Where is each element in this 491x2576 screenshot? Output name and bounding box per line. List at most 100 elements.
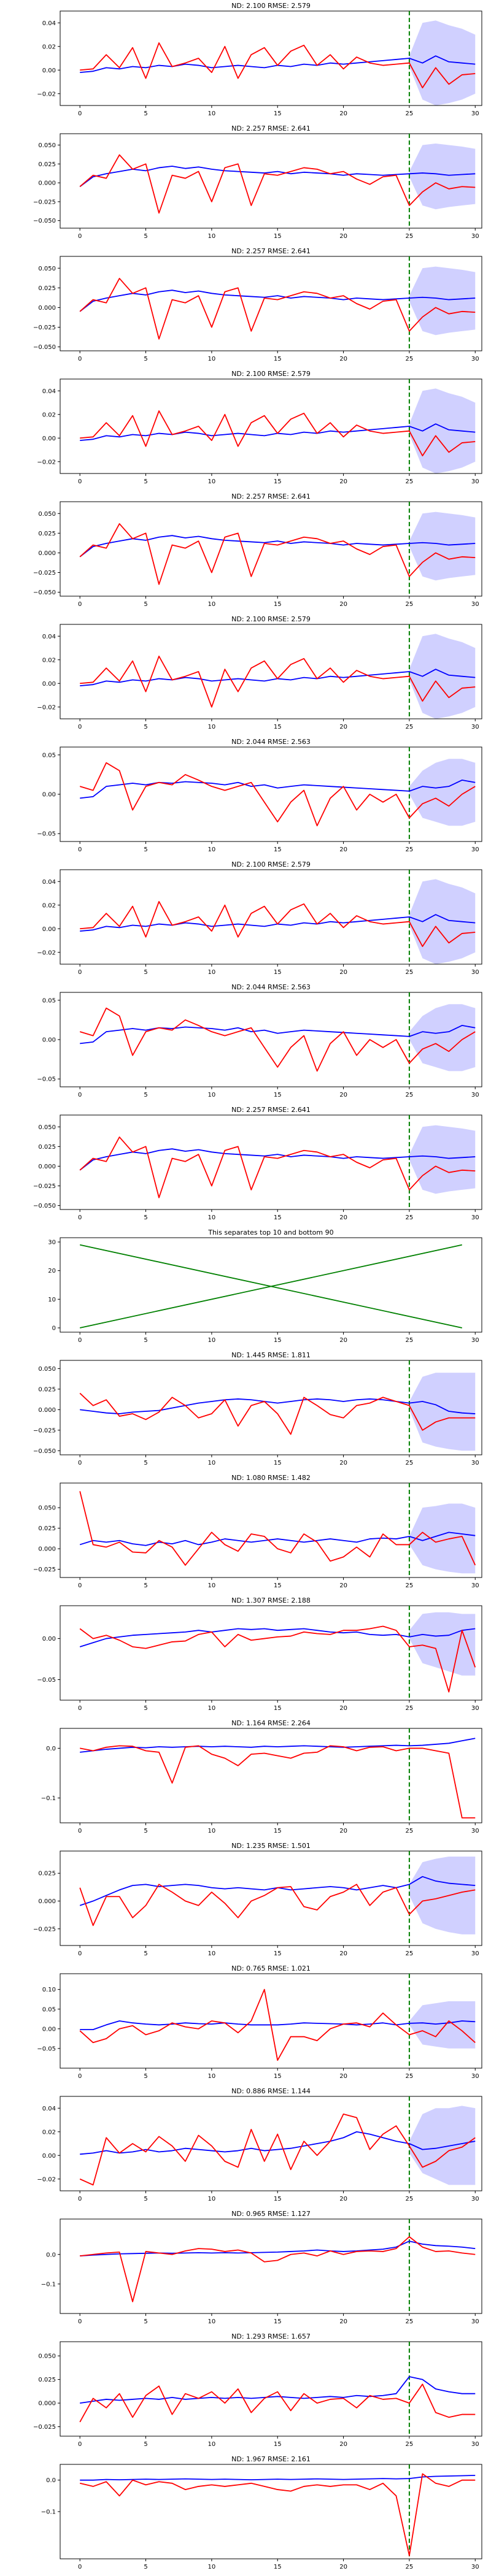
chart-panel-9: ND: 2.044 RMSE: 2.563 0 5 10 15 20 25 30 0.05 0.0…	[37, 983, 482, 1098]
x-tick-label: 25	[406, 1214, 414, 1221]
plot-frame	[60, 1360, 482, 1455]
x-tick-label: 10	[208, 2196, 216, 2202]
y-tick-label: −0.02	[37, 459, 56, 466]
x-tick-label: 15	[274, 1337, 282, 1344]
predicted-series-line	[80, 2376, 476, 2404]
x-tick-label: 10	[208, 1705, 216, 1712]
y-tick-label: 0.0	[46, 1746, 56, 1752]
x-tick-label: 20	[339, 1582, 347, 1589]
x-tick-label: 20	[339, 724, 347, 730]
predicted-series-line	[80, 2475, 476, 2481]
plot-frame	[60, 1114, 482, 1210]
x-tick-label: 10	[208, 2441, 216, 2448]
y-tick-label: 0.000	[38, 305, 56, 312]
x-tick-label: 10	[208, 1582, 216, 1589]
x-tick-label: 25	[406, 356, 414, 362]
predicted-series-line	[79, 289, 476, 312]
x-tick-label: 5	[144, 1337, 147, 1344]
plot-frame	[60, 2341, 482, 2437]
y-tick-label: 0.00	[42, 1037, 56, 1044]
x-tick-label: 5	[144, 233, 147, 240]
y-tick-label: −0.025	[33, 2424, 56, 2431]
chart-panel-17: ND: 0.765 RMSE: 1.021 0 5 10 15 20 25 30 0.10 0.0…	[37, 1965, 482, 2080]
actual-series-line	[79, 1007, 476, 1072]
x-tick-label: 0	[78, 2073, 82, 2080]
plot-frame	[60, 10, 482, 106]
x-tick-label: 5	[144, 2564, 147, 2570]
y-tick-label: 0.00	[42, 681, 56, 688]
x-tick-label: 20	[339, 601, 347, 608]
y-tick-label: −0.025	[33, 199, 56, 205]
y-tick-label: −0.02	[37, 91, 56, 98]
chart-title: ND: 1.080 RMSE: 1.482	[231, 1474, 311, 1482]
y-tick-label: 0.050	[38, 1124, 56, 1131]
x-tick-label: 20	[339, 478, 347, 485]
predicted-series-line	[80, 2241, 476, 2257]
x-tick-label: 10	[208, 601, 216, 608]
chart-title: ND: 2.257 RMSE: 2.641	[231, 247, 311, 255]
y-tick-label: 0.000	[38, 2401, 56, 2407]
x-tick-label: 10	[208, 1460, 216, 1466]
plot-frame	[60, 869, 482, 965]
x-tick-label: 20	[339, 846, 347, 853]
x-tick-label: 30	[471, 1950, 479, 1957]
chart-panel-12: ND: 1.445 RMSE: 1.811 0 5 10 15 20 25 30 0.050 0.…	[33, 1351, 482, 1466]
confidence-band	[409, 266, 476, 335]
y-tick-label: 0.000	[38, 1163, 56, 1170]
x-tick-label: 30	[471, 2073, 479, 2080]
confidence-band	[409, 2001, 476, 2049]
x-tick-label: 0	[78, 1337, 82, 1344]
chart-panel-16: ND: 1.235 RMSE: 1.501 0 5 10 15 20 25 30 0.025 0.…	[33, 1842, 482, 1957]
x-tick-label: 5	[144, 110, 147, 117]
plot-frame	[60, 624, 482, 719]
y-tick-label: 10	[48, 1297, 56, 1303]
x-tick-label: 20	[339, 2564, 347, 2570]
x-tick-label: 10	[208, 356, 216, 362]
x-tick-label: 25	[406, 1582, 414, 1589]
x-tick-label: 15	[274, 2073, 282, 2080]
x-tick-label: 15	[274, 2564, 282, 2570]
y-tick-label: −0.02	[37, 949, 56, 956]
x-tick-label: 15	[274, 969, 282, 976]
chart-title: ND: 2.257 RMSE: 2.641	[231, 1106, 311, 1114]
chart-panel-15: ND: 1.164 RMSE: 2.264 0 5 10 15 20 25 30 0.0 −0.1	[41, 1719, 482, 1834]
confidence-band	[409, 20, 476, 106]
x-tick-label: 25	[406, 1950, 414, 1957]
x-tick-label: 5	[144, 846, 147, 853]
y-tick-label: 0.000	[38, 1407, 56, 1414]
x-tick-label: 0	[78, 1828, 82, 1834]
y-tick-label: 0.050	[38, 511, 56, 518]
x-tick-label: 20	[339, 2441, 347, 2448]
x-tick-label: 25	[406, 846, 414, 853]
y-tick-label: −0.05	[37, 1076, 56, 1083]
y-tick-label: 0.000	[38, 550, 56, 557]
x-tick-label: 30	[471, 2318, 479, 2325]
chart-panel-4: ND: 2.100 RMSE: 2.579 0 5 10 15 20 25 30 0.04 0.0…	[37, 370, 482, 485]
confidence-band	[409, 1125, 476, 1194]
x-tick-label: 25	[406, 2318, 414, 2325]
chart-panel-21: ND: 1.967 RMSE: 2.161 0 5 10 15 20 25 30 0.0 −0.1	[41, 2455, 482, 2570]
chart-panel-18: ND: 0.886 RMSE: 1.144 0 5 10 15 20 25 30 0.04 0.0…	[37, 2087, 482, 2202]
predicted-series-line	[80, 2020, 476, 2031]
x-tick-label: 0	[78, 1705, 82, 1712]
y-tick-label: 0.050	[38, 1505, 56, 1512]
x-tick-label: 5	[144, 356, 147, 362]
x-tick-label: 10	[208, 724, 216, 730]
y-tick-label: 0.00	[42, 435, 56, 442]
x-tick-label: 20	[339, 1460, 347, 1466]
x-tick-label: 15	[274, 724, 282, 730]
x-tick-label: 30	[471, 1092, 479, 1098]
x-tick-label: 5	[144, 724, 147, 730]
y-tick-label: 0.025	[38, 2377, 56, 2383]
x-tick-label: 15	[274, 1582, 282, 1589]
y-tick-label: 0.05	[42, 2006, 56, 2013]
y-tick-label: −0.050	[33, 589, 56, 596]
chart-panel-7: ND: 2.044 RMSE: 2.563 0 5 10 15 20 25 30 0.05 0.0…	[37, 738, 482, 853]
x-tick-label: 25	[406, 1092, 414, 1098]
chart-title: ND: 1.967 RMSE: 2.161	[231, 2455, 311, 2463]
x-tick-label: 10	[208, 1828, 216, 1834]
y-tick-label: −0.050	[33, 1203, 56, 1209]
x-tick-label: 15	[274, 1092, 282, 1098]
actual-series-line	[79, 2113, 476, 2186]
actual-series-line	[80, 2236, 476, 2302]
